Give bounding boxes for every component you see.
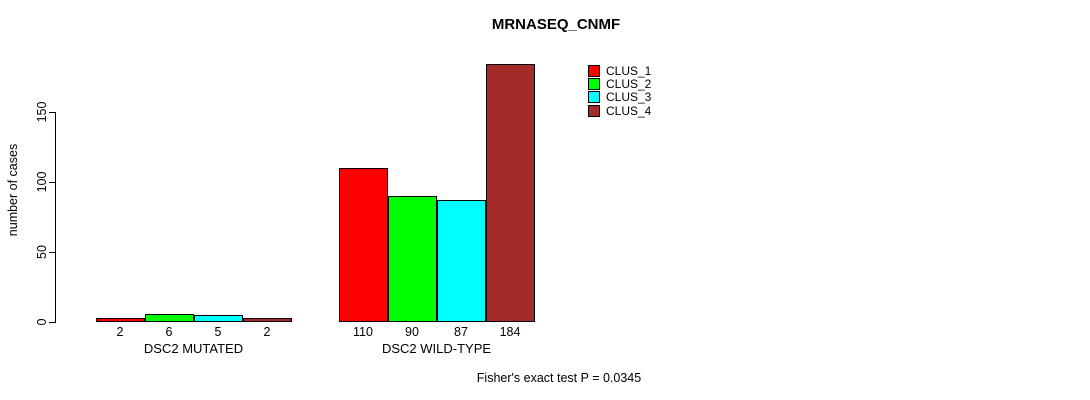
bar-clus_3-group2 [436, 200, 486, 322]
bar-clus_2-group2 [387, 196, 437, 322]
y-tick-mark [49, 322, 56, 323]
x-category-label: DSC2 MUTATED [143, 341, 244, 356]
y-tick-mark [49, 252, 56, 253]
bar-clus_3-group1 [193, 315, 243, 322]
legend-swatch-icon [588, 77, 600, 90]
bar-clus_4-group1 [242, 318, 292, 322]
chart-title: MRNASEQ_CNMF [491, 16, 621, 33]
bar-value-label: 5 [214, 325, 222, 339]
y-tick-label: 100 [35, 171, 49, 193]
y-tick-mark [49, 182, 56, 183]
y-axis-line [55, 112, 56, 323]
bar-value-label: 6 [165, 325, 173, 339]
bar-clus_1-group1 [95, 318, 145, 322]
bar-value-label: 184 [499, 325, 521, 339]
bar-clus_4-group2 [485, 64, 535, 322]
legend-row-clus_1: CLUS_1 [588, 64, 651, 77]
x-category-label: DSC2 WILD-TYPE [381, 341, 492, 356]
legend-row-clus_3: CLUS_3 [588, 91, 651, 104]
y-tick-label: 0 [35, 318, 49, 326]
y-tick-label: 50 [35, 245, 49, 259]
legend-label: CLUS_2 [606, 76, 652, 91]
y-tick-label: 150 [35, 101, 49, 123]
bar-clus_1-group2 [338, 168, 388, 322]
y-tick-mark [49, 112, 56, 113]
bar-value-label: 87 [454, 325, 468, 339]
legend-row-clus_4: CLUS_4 [588, 104, 651, 117]
bar-value-label: 2 [263, 325, 271, 339]
bar-value-label: 2 [116, 325, 124, 339]
bar-value-label: 90 [405, 325, 419, 339]
legend-label: CLUS_4 [606, 103, 652, 118]
bar-value-label: 110 [353, 325, 373, 339]
bar-clus_2-group1 [144, 313, 194, 322]
fisher-test-annotation: Fisher's exact test P = 0.0345 [476, 371, 642, 385]
legend-swatch-icon [588, 64, 600, 77]
legend-label: CLUS_3 [606, 90, 652, 105]
legend-swatch-icon [588, 91, 600, 104]
legend: CLUS_1 CLUS_2 CLUS_3 CLUS_4 [588, 64, 651, 117]
legend-label: CLUS_1 [606, 63, 652, 78]
legend-swatch-icon [588, 104, 600, 117]
legend-row-clus_2: CLUS_2 [588, 77, 651, 90]
